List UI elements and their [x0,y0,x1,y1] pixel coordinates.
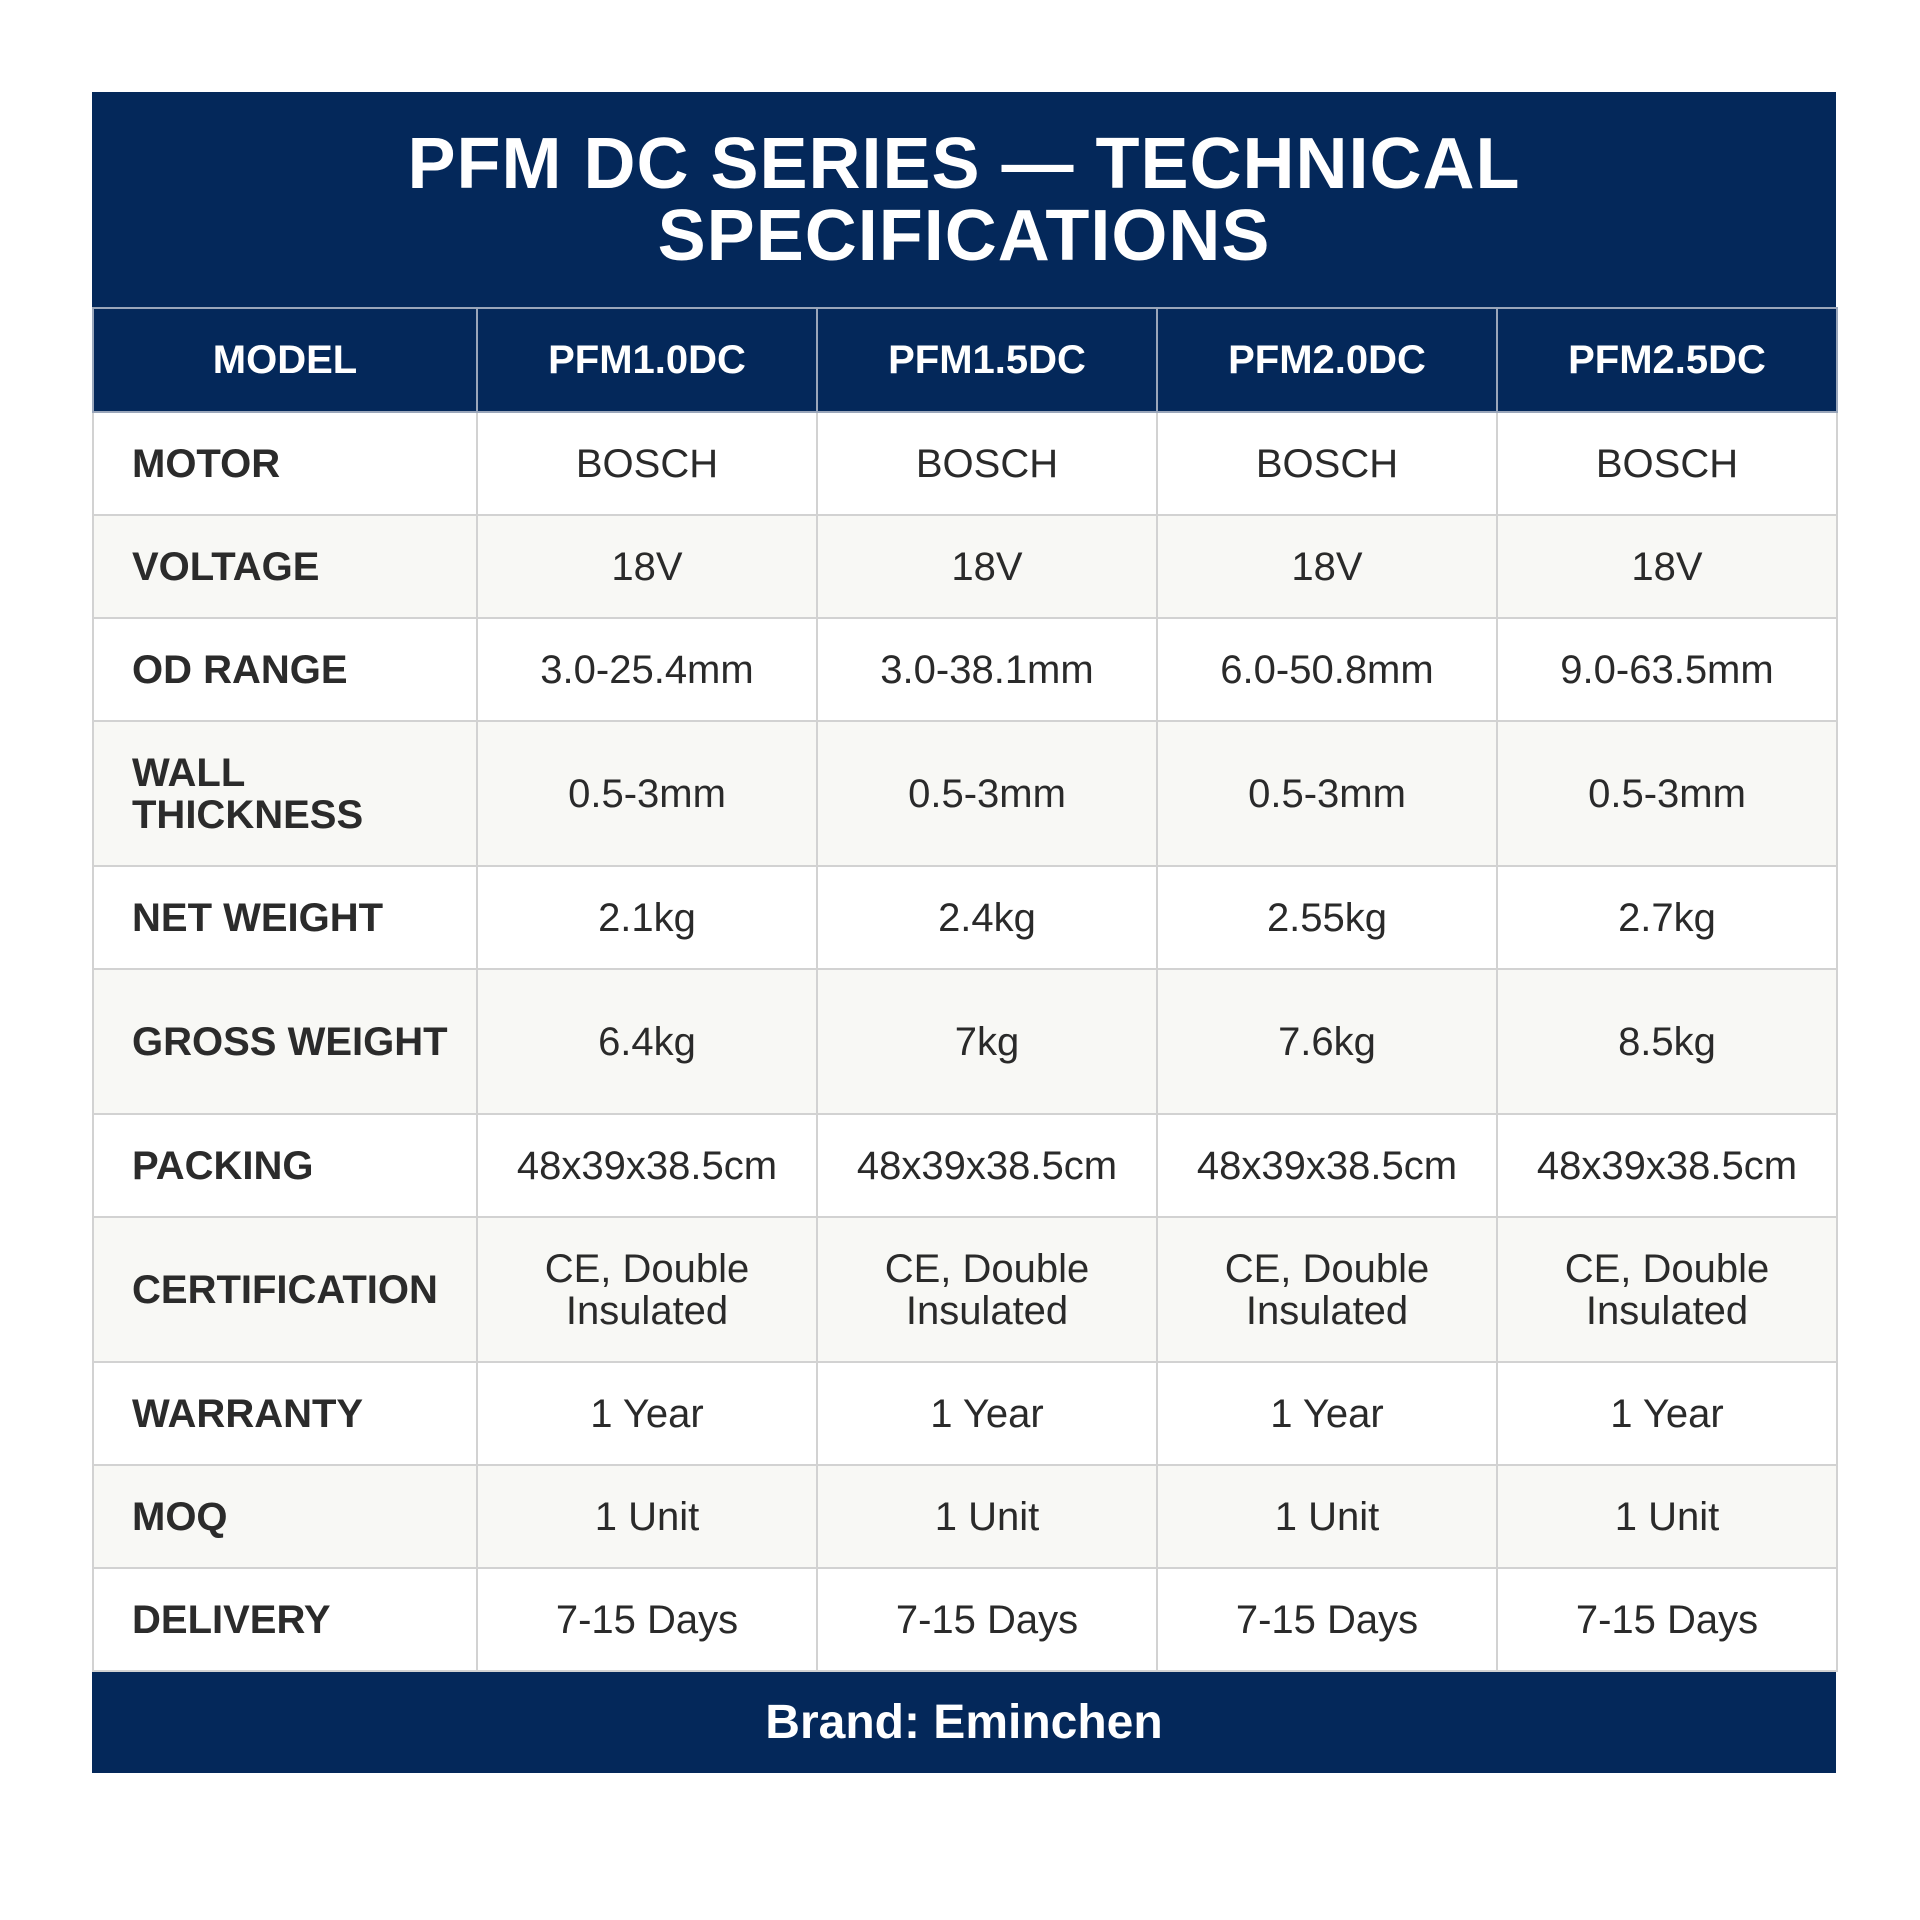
table-cell: 48x39x38.5cm [1156,1113,1498,1218]
table-cell: 8.5kg [1496,968,1838,1115]
table-cell: 6.0-50.8mm [1156,617,1498,722]
title-banner: PFM DC SERIES — TECHNICAL SPECIFICATIONS [92,92,1836,307]
row-label: VOLTAGE [92,514,478,619]
header-model-pfm10dc: PFM1.0DC [476,307,818,413]
header-model-label: MODEL [92,307,478,413]
table-cell: 1 Year [476,1361,818,1466]
table-cell: 6.4kg [476,968,818,1115]
table-cell: 1 Unit [1156,1464,1498,1569]
table-cell: CE, Double Insulated [816,1216,1158,1363]
table-cell: 7-15 Days [1496,1567,1838,1672]
table-cell: 2.1kg [476,865,818,970]
table-cell: 0.5-3mm [1156,720,1498,867]
table-cell: 2.4kg [816,865,1158,970]
table-row: WARRANTY 1 Year 1 Year 1 Year 1 Year [92,1361,1838,1466]
table-cell: 3.0-38.1mm [816,617,1158,722]
spec-table-header: MODEL PFM1.0DC PFM1.5DC PFM2.0DC PFM2.5D… [92,307,1838,413]
table-cell: 9.0-63.5mm [1496,617,1838,722]
table-cell: BOSCH [1496,411,1838,516]
table-row: DELIVERY 7-15 Days 7-15 Days 7-15 Days 7… [92,1567,1838,1672]
header-model-pfm15dc: PFM1.5DC [816,307,1158,413]
brand-label: Brand: Eminchen [765,1696,1163,1749]
table-cell: 48x39x38.5cm [1496,1113,1838,1218]
table-cell: BOSCH [816,411,1158,516]
table-cell: 1 Unit [1496,1464,1838,1569]
table-cell: BOSCH [476,411,818,516]
table-cell: 7kg [816,968,1158,1115]
row-label: DELIVERY [92,1567,478,1672]
table-cell: 18V [1156,514,1498,619]
table-cell: 18V [816,514,1158,619]
table-cell: CE, Double Insulated [476,1216,818,1363]
row-label: PACKING [92,1113,478,1218]
table-cell: 0.5-3mm [1496,720,1838,867]
table-cell: 7.6kg [1156,968,1498,1115]
table-cell: 18V [1496,514,1838,619]
table-cell: 1 Unit [476,1464,818,1569]
row-label: CERTIFICATION [92,1216,478,1363]
table-cell: 1 Year [816,1361,1158,1466]
row-label: OD RANGE [92,617,478,722]
table-cell: 1 Year [1496,1361,1838,1466]
spec-sheet: PFM DC SERIES — TECHNICAL SPECIFICATIONS… [92,92,1838,1773]
table-row: MOTOR BOSCH BOSCH BOSCH BOSCH [92,411,1838,516]
table-cell: 2.7kg [1496,865,1838,970]
table-row: VOLTAGE 18V 18V 18V 18V [92,514,1838,619]
page-title: PFM DC SERIES — TECHNICAL SPECIFICATIONS [407,123,1521,276]
table-cell: 1 Unit [816,1464,1158,1569]
spec-table-body: MOTOR BOSCH BOSCH BOSCH BOSCH VOLTAGE 18… [92,411,1838,1672]
row-label: WARRANTY [92,1361,478,1466]
row-label: NET WEIGHT [92,865,478,970]
table-row: WALL THICKNESS 0.5-3mm 0.5-3mm 0.5-3mm 0… [92,720,1838,867]
table-row: PACKING 48x39x38.5cm 48x39x38.5cm 48x39x… [92,1113,1838,1218]
row-label: GROSS WEIGHT [92,968,478,1115]
table-cell: 2.55kg [1156,865,1498,970]
table-cell: CE, Double Insulated [1496,1216,1838,1363]
table-cell: 7-15 Days [1156,1567,1498,1672]
table-cell: 0.5-3mm [476,720,818,867]
table-cell: 18V [476,514,818,619]
table-row: OD RANGE 3.0-25.4mm 3.0-38.1mm 6.0-50.8m… [92,617,1838,722]
table-row: NET WEIGHT 2.1kg 2.4kg 2.55kg 2.7kg [92,865,1838,970]
table-cell: BOSCH [1156,411,1498,516]
table-cell: 7-15 Days [476,1567,818,1672]
table-cell: CE, Double Insulated [1156,1216,1498,1363]
header-row: MODEL PFM1.0DC PFM1.5DC PFM2.0DC PFM2.5D… [92,307,1838,413]
brand-footer: Brand: Eminchen [92,1672,1836,1773]
table-row: MOQ 1 Unit 1 Unit 1 Unit 1 Unit [92,1464,1838,1569]
header-model-pfm20dc: PFM2.0DC [1156,307,1498,413]
table-cell: 48x39x38.5cm [476,1113,818,1218]
table-cell: 1 Year [1156,1361,1498,1466]
table-cell: 48x39x38.5cm [816,1113,1158,1218]
header-model-pfm25dc: PFM2.5DC [1496,307,1838,413]
table-cell: 0.5-3mm [816,720,1158,867]
table-cell: 3.0-25.4mm [476,617,818,722]
table-cell: 7-15 Days [816,1567,1158,1672]
row-label: MOTOR [92,411,478,516]
table-row: CERTIFICATION CE, Double Insulated CE, D… [92,1216,1838,1363]
row-label: MOQ [92,1464,478,1569]
spec-table: MODEL PFM1.0DC PFM1.5DC PFM2.0DC PFM2.5D… [92,307,1838,1672]
table-row: GROSS WEIGHT 6.4kg 7kg 7.6kg 8.5kg [92,968,1838,1115]
row-label: WALL THICKNESS [92,720,478,867]
